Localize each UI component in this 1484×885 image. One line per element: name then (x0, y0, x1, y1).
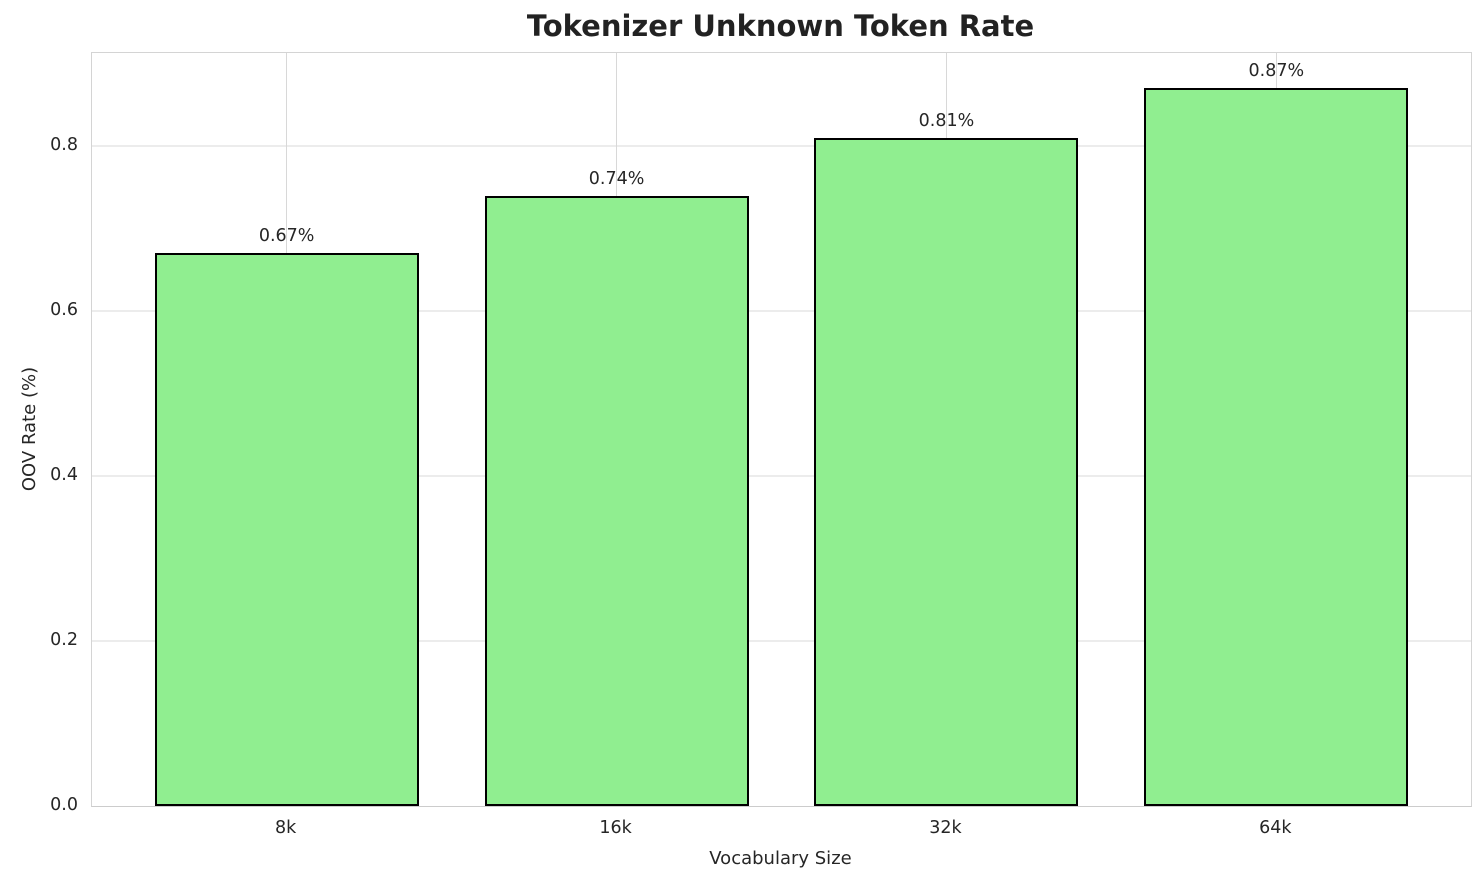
bar-64k (1144, 88, 1409, 806)
y-axis-label: OOV Rate (%) (19, 366, 40, 492)
h-gridline (92, 310, 1471, 312)
bar-8k (154, 253, 419, 806)
y-tick-label: 0.4 (50, 465, 78, 486)
x-tick-label: 32k (929, 818, 962, 838)
y-tick-label: 0.2 (50, 630, 78, 651)
h-gridline (92, 145, 1471, 147)
bar-value-label: 0.87% (1248, 61, 1305, 82)
chart-title: Tokenizer Unknown Token Rate (526, 9, 1035, 43)
bar-32k (814, 137, 1079, 806)
bar-16k (484, 195, 749, 806)
x-axis-label: Vocabulary Size (709, 848, 852, 869)
bar-value-label: 0.67% (258, 226, 315, 247)
y-tick-label: 0.0 (50, 795, 78, 815)
h-gridline (92, 640, 1471, 642)
h-gridline (92, 475, 1471, 477)
x-tick-label: 8k (275, 818, 297, 838)
bar-value-label: 0.81% (918, 110, 975, 131)
y-tick-label: 0.8 (50, 135, 78, 156)
x-tick-label: 16k (599, 818, 632, 838)
plot-area: 0.67% 0.74% 0.81% 0.87% (91, 52, 1472, 807)
bar-value-label: 0.74% (588, 168, 645, 189)
y-tick-label: 0.6 (50, 300, 78, 321)
x-tick-label: 64k (1259, 818, 1292, 838)
